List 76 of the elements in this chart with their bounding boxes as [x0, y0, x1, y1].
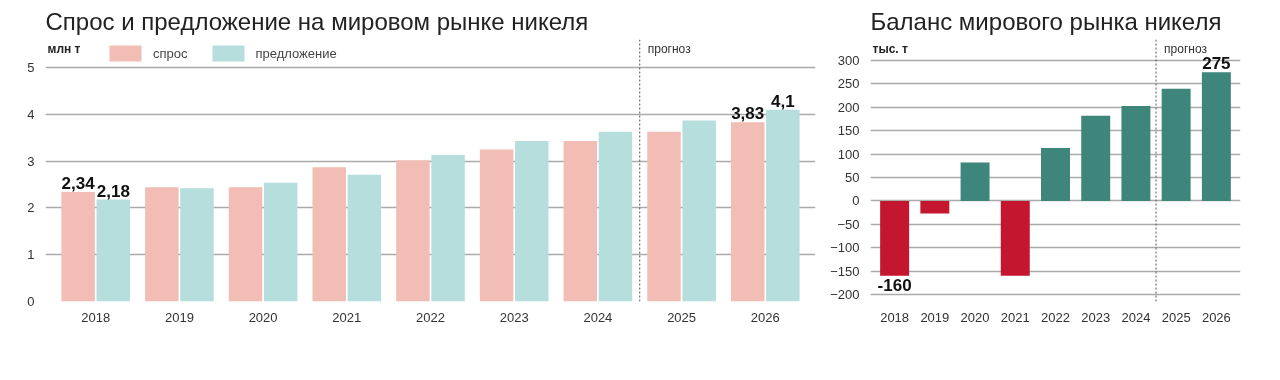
bar: [96, 199, 131, 302]
y-tick-label: −150: [830, 263, 860, 279]
x-tick-label: 2025: [667, 309, 697, 325]
bar: [647, 131, 681, 302]
data-label: -160: [877, 275, 912, 295]
bar: [61, 192, 95, 302]
bar: [1161, 88, 1191, 201]
y-tick-label: 50: [845, 170, 860, 186]
x-tick-label: 2023: [499, 309, 529, 325]
y-tick-label: 3: [27, 153, 35, 169]
y-tick-label: 2: [27, 200, 35, 216]
bar: [730, 122, 765, 302]
x-tick-label: 2022: [416, 309, 445, 325]
x-tick-label: 2020: [960, 309, 990, 325]
x-tick-label: 2026: [1201, 309, 1231, 325]
x-tick-label: 2024: [583, 309, 613, 325]
y-tick-label: 1: [27, 247, 35, 263]
legend-label: спрос: [153, 45, 188, 61]
bar: [1081, 115, 1111, 201]
y-tick-label: 0: [852, 193, 860, 209]
x-tick-label: 2022: [1041, 309, 1070, 325]
chart-title: Баланс мирового рынка никеля: [870, 7, 1222, 35]
data-label: 3,83: [731, 104, 765, 124]
x-tick-label: 2018: [81, 309, 111, 325]
x-tick-label: 2024: [1121, 309, 1151, 325]
y-tick-label: 250: [837, 76, 860, 92]
x-tick-label: 2020: [248, 309, 278, 325]
x-tick-label: 2021: [1000, 309, 1030, 325]
y-tick-label: 100: [837, 146, 860, 162]
bar: [1121, 105, 1151, 201]
bar: [1000, 200, 1030, 276]
y-tick-label: −200: [830, 286, 860, 302]
y-tick-label: 300: [837, 53, 860, 69]
x-tick-label: 2018: [880, 309, 910, 325]
x-tick-label: 2023: [1081, 309, 1111, 325]
y-tick-label: 0: [27, 294, 35, 309]
bar: [1201, 72, 1231, 201]
bar: [396, 160, 430, 302]
y-tick-label: 150: [837, 123, 860, 139]
y-axis-title: млн т: [47, 41, 81, 56]
bar: [515, 141, 549, 302]
ref-line-label: прогноз: [647, 41, 692, 56]
x-tick-label: 2025: [1161, 309, 1191, 325]
bar: [431, 155, 465, 302]
bar: [880, 200, 910, 276]
data-label: 2,18: [96, 181, 130, 201]
y-tick-label: −100: [830, 240, 860, 256]
legend-label: предложение: [255, 45, 337, 61]
x-tick-label: 2021: [332, 309, 362, 325]
data-label: 275: [1202, 54, 1231, 74]
y-tick-label: 4: [27, 106, 35, 122]
bar: [180, 188, 214, 302]
x-tick-label: 2026: [750, 309, 780, 325]
y-tick-label: 5: [27, 60, 35, 76]
bar: [563, 141, 598, 302]
bar: [766, 109, 800, 302]
bar: [263, 182, 298, 302]
bar: [228, 187, 263, 302]
bar: [312, 167, 346, 302]
chart-title: Спрос и предложение на мировом рынке никеля: [45, 7, 589, 35]
y-tick-label: −50: [837, 216, 860, 232]
bar: [145, 187, 179, 302]
bar: [920, 200, 950, 214]
y-axis-title: тыс. т: [872, 41, 908, 56]
bar: [479, 149, 514, 302]
bar: [598, 131, 633, 302]
data-label: 4,1: [771, 91, 795, 111]
bar: [1041, 148, 1070, 201]
bar: [347, 174, 382, 302]
y-tick-label: 200: [837, 99, 860, 115]
bar: [960, 162, 990, 201]
x-tick-label: 2019: [164, 309, 194, 325]
bar: [682, 120, 716, 302]
x-tick-label: 2019: [920, 309, 950, 325]
data-label: 2,34: [61, 174, 96, 194]
ref-line-label: прогноз: [1164, 41, 1208, 56]
